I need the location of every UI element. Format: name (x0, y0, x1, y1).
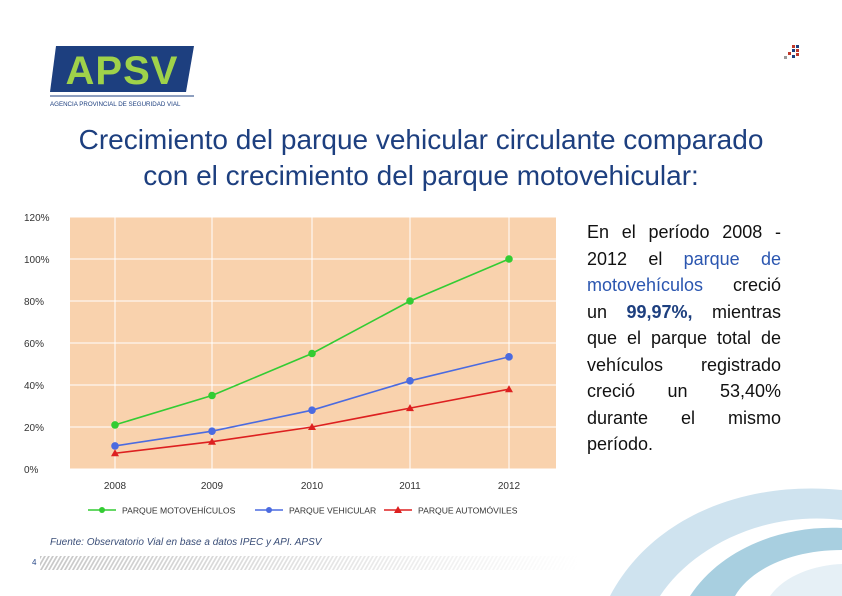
data-point (208, 427, 216, 435)
y-tick-label: 100% (24, 255, 50, 266)
y-tick-label: 0% (24, 465, 39, 476)
y-tick-label: 40% (24, 381, 44, 392)
title-line-1: Crecimiento del parque vehicular circula… (78, 124, 764, 155)
legend-label: PARQUE VEHICULAR (289, 506, 376, 516)
corner-dots-icon (784, 45, 799, 59)
svg-text:APSV: APSV (66, 49, 179, 93)
data-point (406, 404, 414, 412)
side-text-highlight: parque de motovehículos (587, 248, 781, 296)
decorative-swoosh (610, 488, 842, 596)
data-point (111, 442, 119, 450)
data-point (308, 349, 316, 358)
data-point (308, 406, 316, 414)
y-tick-label: 120% (24, 213, 50, 224)
data-point (208, 437, 216, 445)
apsv-logo: APSV AGENCIA PROVINCIAL DE SEGURIDAD VIA… (50, 46, 194, 108)
source-note: Fuente: Observatorio Vial en base a dato… (50, 537, 322, 548)
x-tick-label: 2012 (498, 481, 521, 492)
logo-subtitle: AGENCIA PROVINCIAL DE SEGURIDAD VIAL (50, 101, 181, 108)
legend-label: PARQUE MOTOVEHÍCULOS (122, 506, 236, 516)
line-chart: 0% 20% 40% 60% 80% 100% 120% 2008 2009 2010 2011 20… (24, 213, 556, 516)
side-text-part-3: creció un (587, 275, 781, 322)
data-point (111, 421, 119, 429)
title-line-2: con el crecimiento del parque motovehicu… (143, 160, 699, 191)
data-point (505, 385, 513, 393)
legend-marker (266, 507, 272, 513)
x-tick-label: 2011 (399, 481, 421, 492)
side-text-part-5: mientras que el parque total de vehículo… (587, 301, 781, 455)
x-tick-label: 2009 (201, 481, 224, 492)
page-title: Crecimiento del parque vehicular circula… (0, 122, 842, 194)
side-text-part-1: En el período 2008 - 2012 el (587, 222, 781, 269)
data-point (505, 353, 513, 361)
x-tick-label: 2010 (301, 481, 324, 492)
y-tick-label: 20% (24, 423, 44, 434)
y-tick-label: 60% (24, 339, 44, 350)
x-tick-label: 2008 (104, 481, 127, 492)
footer-stripe (40, 556, 580, 570)
y-tick-label: 80% (24, 297, 44, 308)
data-point (208, 391, 216, 400)
page-number: 4 (32, 558, 37, 567)
data-point (308, 423, 316, 430)
data-point (111, 449, 119, 457)
data-point (406, 377, 414, 385)
legend-marker (99, 507, 105, 513)
side-text-percentage: 99,97%, (626, 301, 693, 322)
legend-marker (394, 506, 402, 513)
legend-label: PARQUE AUTOMÓVILES (418, 506, 518, 516)
side-text: En el período 2008 - 2012 el parque de m… (587, 219, 781, 458)
data-point (505, 255, 513, 263)
data-point (406, 297, 414, 305)
